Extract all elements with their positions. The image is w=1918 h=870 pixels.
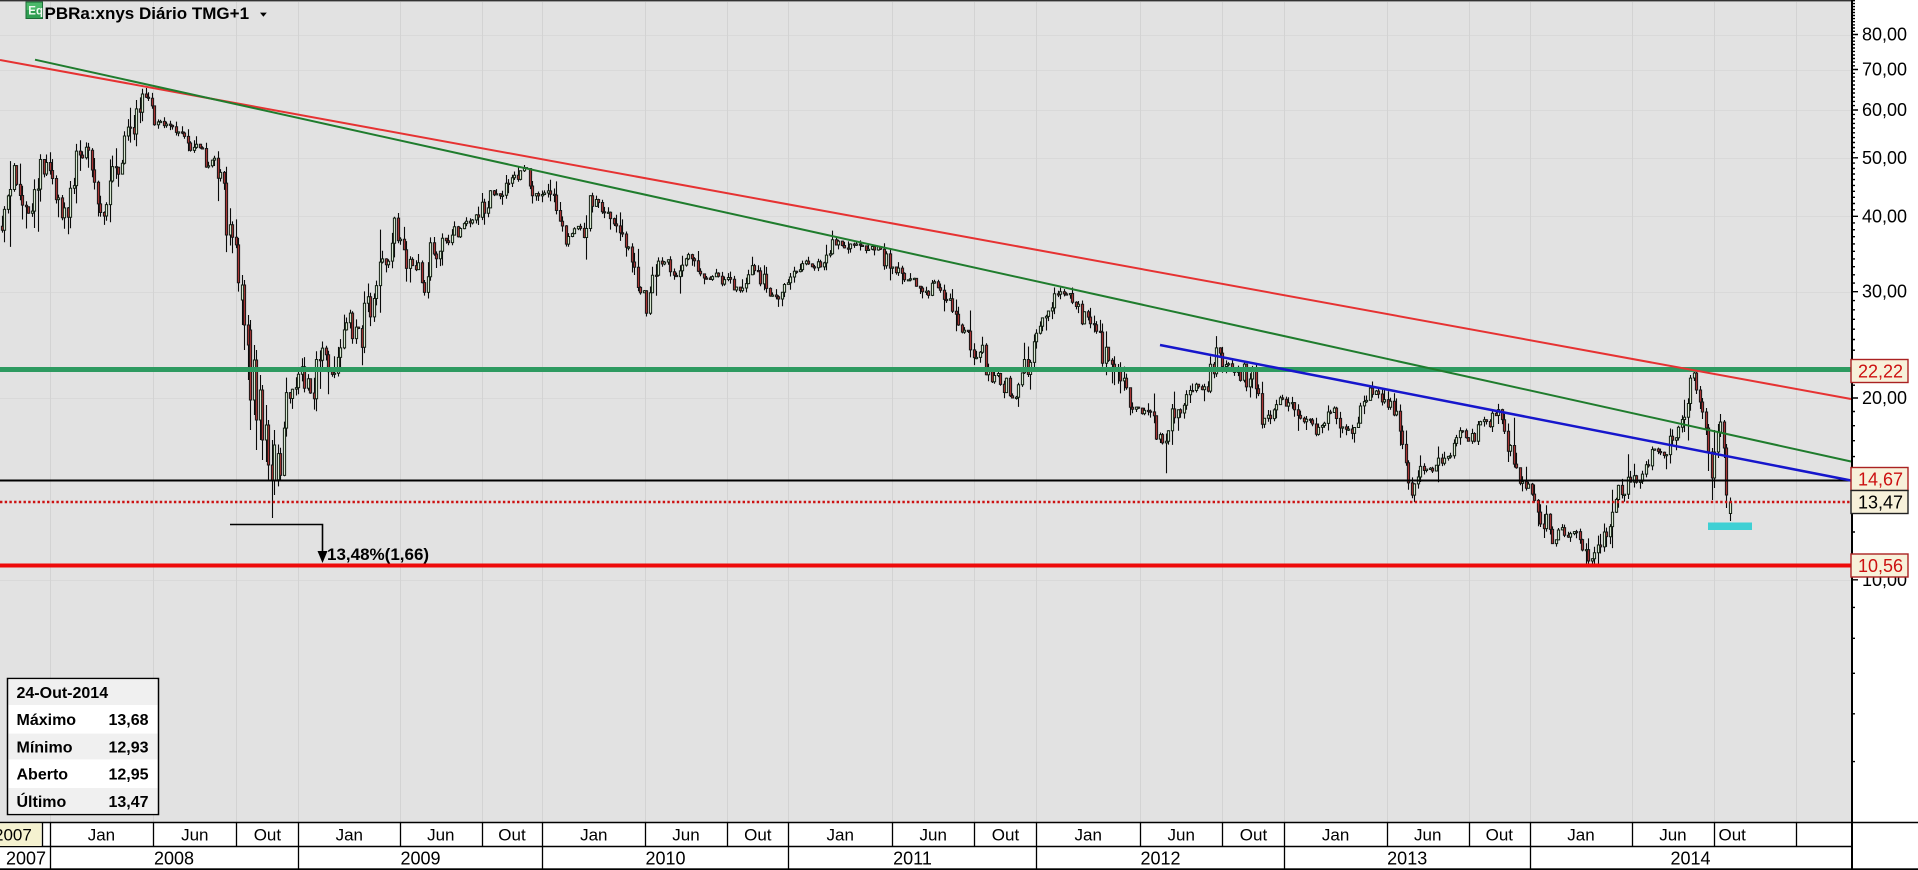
svg-text:Máximo: Máximo (17, 712, 77, 729)
svg-text:Jun: Jun (1414, 826, 1441, 845)
svg-text:Jan: Jan (1567, 826, 1594, 845)
svg-text:13,47: 13,47 (1858, 493, 1903, 513)
svg-text:2007: 2007 (6, 849, 46, 869)
svg-text:2010: 2010 (645, 849, 685, 869)
svg-text:22,22: 22,22 (1858, 362, 1903, 382)
svg-text:13,48%(1,66): 13,48%(1,66) (327, 545, 429, 564)
svg-text:2011: 2011 (893, 849, 932, 869)
svg-text:Último: Último (17, 792, 67, 811)
svg-text:Jun: Jun (1659, 826, 1686, 845)
svg-text:Jun: Jun (672, 826, 699, 845)
svg-text:2012: 2012 (1140, 849, 1180, 869)
svg-text:2013: 2013 (1387, 849, 1427, 869)
svg-text:PBRa:xnys Diário TMG+1: PBRa:xnys Diário TMG+1 (45, 4, 250, 23)
svg-text:14,67: 14,67 (1858, 470, 1903, 490)
svg-text:Out: Out (498, 826, 526, 845)
svg-text:12,95: 12,95 (108, 767, 148, 784)
svg-text:Jan: Jan (88, 826, 115, 845)
svg-text:Jun: Jun (181, 826, 208, 845)
svg-text:Jan: Jan (336, 826, 363, 845)
svg-text:Out: Out (1240, 826, 1268, 845)
svg-text:Aberto: Aberto (17, 767, 69, 784)
svg-text:12,93: 12,93 (108, 739, 148, 756)
svg-text:Jun: Jun (919, 826, 946, 845)
svg-text:2007: 2007 (0, 826, 32, 845)
svg-text:Out: Out (254, 826, 282, 845)
svg-text:Out: Out (1718, 826, 1746, 845)
svg-text:Mínimo: Mínimo (17, 739, 73, 756)
svg-text:70,00: 70,00 (1862, 60, 1907, 80)
svg-text:Jun: Jun (1167, 826, 1194, 845)
svg-text:Jun: Jun (427, 826, 454, 845)
svg-text:30,00: 30,00 (1862, 282, 1907, 302)
svg-text:Out: Out (992, 826, 1020, 845)
svg-text:2008: 2008 (154, 849, 194, 869)
svg-text:80,00: 80,00 (1862, 25, 1907, 45)
svg-text:40,00: 40,00 (1862, 206, 1907, 226)
svg-text:Jan: Jan (826, 826, 853, 845)
svg-text:13,68: 13,68 (108, 712, 148, 729)
svg-text:Out: Out (744, 826, 772, 845)
svg-text:24-Out-2014: 24-Out-2014 (17, 685, 109, 702)
svg-text:2009: 2009 (400, 849, 440, 869)
svg-text:Eq: Eq (28, 6, 43, 18)
svg-text:Jan: Jan (1322, 826, 1349, 845)
svg-text:50,00: 50,00 (1862, 148, 1907, 168)
svg-text:10,56: 10,56 (1858, 556, 1903, 576)
svg-text:Out: Out (1486, 826, 1514, 845)
svg-text:20,00: 20,00 (1862, 388, 1907, 408)
svg-text:13,47: 13,47 (108, 794, 148, 811)
svg-text:60,00: 60,00 (1862, 100, 1907, 120)
svg-text:Jan: Jan (580, 826, 607, 845)
svg-text:Jan: Jan (1074, 826, 1101, 845)
svg-text:2014: 2014 (1670, 849, 1710, 869)
